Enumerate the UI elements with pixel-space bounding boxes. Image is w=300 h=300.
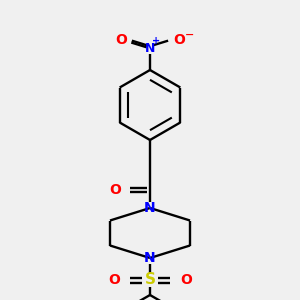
Text: N: N	[144, 201, 156, 215]
Text: O: O	[115, 33, 127, 47]
Text: O: O	[108, 273, 120, 287]
Text: −: −	[185, 30, 195, 40]
Text: N: N	[145, 41, 155, 55]
Text: S: S	[145, 272, 155, 287]
Text: N: N	[144, 251, 156, 265]
Text: O: O	[173, 33, 185, 47]
Text: O: O	[109, 183, 121, 197]
Text: +: +	[152, 36, 160, 46]
Text: O: O	[180, 273, 192, 287]
